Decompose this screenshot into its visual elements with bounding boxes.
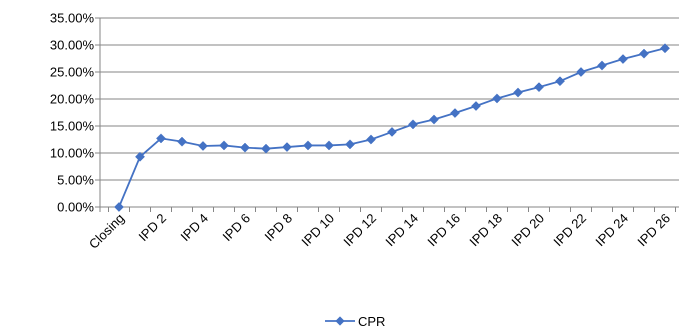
data-point-marker — [450, 108, 460, 118]
data-point-marker — [534, 82, 544, 93]
gridlines — [100, 17, 679, 208]
data-point-marker — [366, 134, 376, 145]
x-tick-label: Closing — [86, 211, 127, 252]
x-tick-label: IPD 8 — [262, 211, 296, 245]
x-tick-label: IPD 22 — [550, 211, 589, 250]
data-point-marker — [324, 140, 334, 151]
data-point-marker — [660, 43, 670, 54]
x-tick-label: IPD 26 — [634, 211, 673, 250]
x-tick-label: IPD 6 — [220, 211, 254, 245]
x-tick-label: IPD 4 — [178, 211, 212, 245]
data-point-marker — [114, 202, 124, 212]
data-point-marker — [639, 48, 649, 59]
data-point-marker — [156, 133, 166, 144]
x-tick-label: IPD 14 — [382, 211, 421, 250]
data-point-marker — [198, 141, 208, 151]
y-tick-label: 10.00% — [50, 146, 95, 161]
data-point-marker — [240, 142, 250, 153]
axes — [99, 18, 679, 212]
data-point-marker — [618, 54, 628, 64]
x-tick-label: IPD 12 — [340, 211, 379, 250]
legend: CPR — [325, 314, 385, 329]
y-tick-label: 0.00% — [57, 200, 94, 215]
y-tick-label: 15.00% — [50, 119, 95, 134]
y-axis-ticks: 0.00% 5.00% 10.00% 15.00% 20.00% 25.00% 30.00%… — [50, 11, 100, 215]
x-tick-label: IPD 24 — [592, 211, 631, 250]
data-point-marker — [303, 140, 313, 151]
x-tick-label: IPD 20 — [508, 211, 547, 250]
data-point-marker — [261, 143, 271, 154]
data-point-marker — [471, 101, 481, 111]
data-point-marker — [345, 139, 355, 150]
y-tick-label: 35.00% — [50, 11, 95, 26]
data-point-marker — [387, 126, 397, 137]
data-point-marker — [555, 76, 565, 87]
x-tick-label: IPD 10 — [298, 211, 337, 250]
y-tick-label: 20.00% — [50, 92, 95, 107]
x-tick-label: IPD 16 — [424, 211, 463, 250]
x-tick-label: IPD 2 — [136, 211, 170, 245]
data-point-marker — [135, 151, 145, 162]
y-tick-label: 5.00% — [57, 173, 94, 188]
data-point-marker — [513, 87, 523, 98]
data-point-marker — [408, 119, 418, 130]
data-point-marker — [429, 114, 439, 125]
data-point-marker — [177, 136, 187, 147]
data-point-marker — [576, 67, 586, 77]
legend-marker-cpr — [335, 316, 345, 326]
x-tick-label: IPD 18 — [466, 211, 505, 250]
data-point-marker — [282, 142, 292, 153]
data-point-marker — [219, 140, 229, 151]
legend-label-cpr: CPR — [358, 314, 385, 329]
series-cpr — [114, 43, 670, 212]
data-point-marker — [492, 93, 502, 104]
x-axis-ticks: Closing IPD 2 IPD 4 IPD 6 IPD 8 IPD 10 IPD 12 I… — [86, 207, 676, 252]
y-tick-label: 30.00% — [50, 38, 95, 53]
y-tick-label: 25.00% — [50, 65, 95, 80]
data-point-marker — [597, 60, 607, 71]
